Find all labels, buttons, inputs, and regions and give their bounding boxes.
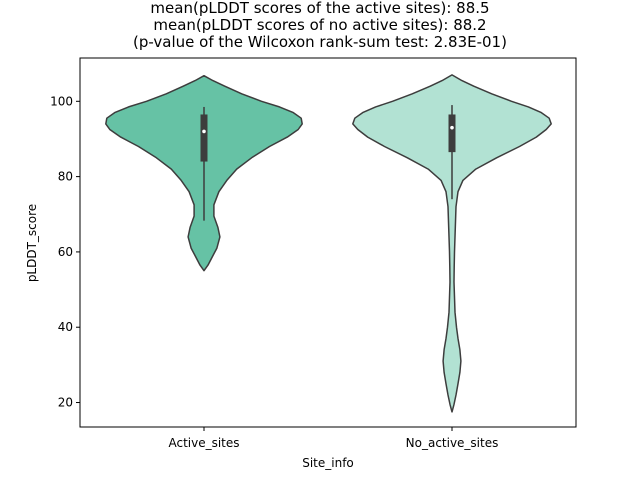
- chart-title-line-2: mean(pLDDT scores of no active sites): 8…: [153, 16, 487, 34]
- violin-median-point: [450, 125, 454, 130]
- x-axis-ticks: Active_sites No_active_sites: [168, 427, 498, 450]
- x-axis-label: Site_info: [302, 456, 354, 470]
- y-axis-label: pLDDT_score: [25, 203, 39, 283]
- y-axis-ticks: 20 40 60 80 100: [50, 94, 80, 410]
- y-tick-label: 80: [58, 170, 73, 184]
- x-tick-label: Active_sites: [168, 436, 239, 450]
- violin-body: [352, 74, 552, 413]
- violin-layer: [105, 74, 552, 413]
- violin-iqr-box: [200, 114, 208, 162]
- violin-iqr-box: [448, 114, 456, 153]
- axes-frame: [79, 57, 577, 428]
- y-tick-label: 40: [58, 320, 73, 334]
- y-tick-label: 100: [50, 94, 73, 108]
- y-tick-label: 60: [58, 245, 73, 259]
- violin-median-point: [202, 129, 206, 134]
- y-tick-label: 20: [58, 396, 73, 410]
- chart-title-line-1: mean(pLDDT scores of the active sites): …: [150, 0, 490, 17]
- x-tick-label: No_active_sites: [406, 436, 499, 450]
- chart-title-line-3: (p-value of the Wilcoxon rank-sum test: …: [133, 33, 507, 51]
